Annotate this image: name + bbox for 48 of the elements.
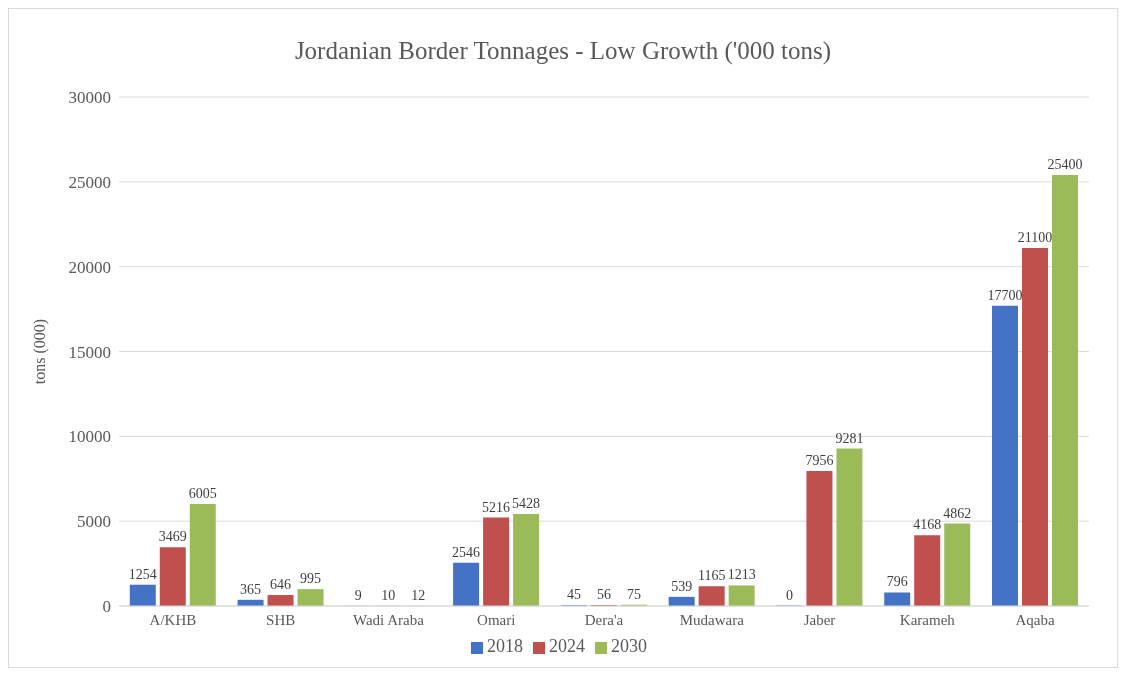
data-label: 9281 — [835, 430, 864, 446]
data-label: 539 — [671, 578, 693, 594]
x-tick-label: Karameh — [899, 611, 956, 628]
y-axis-title: tons (000) — [30, 318, 49, 385]
y-tick-label: 5000 — [77, 512, 111, 532]
data-label: 1165 — [697, 568, 726, 584]
data-label: 1213 — [727, 567, 756, 583]
data-label: 4862 — [943, 505, 972, 521]
data-label: 17700 — [987, 287, 1023, 303]
data-label: 5428 — [512, 495, 541, 511]
legend-label: 2018 — [487, 636, 523, 656]
x-tick-label: Mudawara — [679, 611, 745, 628]
data-label: 4168 — [913, 517, 942, 533]
data-label: 56 — [596, 587, 611, 603]
data-label: 25400 — [1047, 157, 1083, 173]
y-tick-label: 15000 — [68, 342, 111, 362]
x-tick-label: Jaber — [803, 611, 836, 628]
data-label: 796 — [886, 574, 908, 590]
x-tick-label: Dera'a — [584, 611, 624, 628]
y-tick-label: 30000 — [68, 88, 111, 108]
data-label: 45 — [566, 587, 581, 603]
data-label: 5216 — [482, 499, 511, 515]
data-label: 10 — [381, 587, 396, 603]
x-tick-label: Omari — [477, 611, 516, 628]
legend-label: 2030 — [611, 636, 647, 656]
x-tick-label: Wadi Araba — [353, 611, 425, 628]
y-tick-label: 20000 — [68, 257, 111, 277]
data-label: 365 — [240, 581, 262, 597]
data-label: 7956 — [805, 453, 834, 469]
data-label: 75 — [626, 586, 641, 602]
data-label: 995 — [300, 571, 322, 587]
x-tick-label: Aqaba — [1015, 611, 1056, 628]
data-label: 6005 — [188, 486, 217, 502]
x-tick-label: SHB — [266, 611, 296, 628]
legend-label: 2024 — [549, 636, 585, 656]
y-tick-label: 10000 — [68, 427, 111, 447]
y-tick-label: 0 — [102, 597, 111, 617]
data-label: 646 — [270, 577, 292, 593]
data-label: 1254 — [128, 566, 157, 582]
data-label: 2546 — [452, 544, 481, 560]
x-tick-label: A/KHB — [149, 611, 197, 628]
data-label: 3469 — [158, 529, 187, 545]
data-label: 0 — [785, 587, 793, 603]
y-tick-label: 25000 — [68, 172, 111, 192]
data-label: 21100 — [1017, 230, 1053, 245]
data-label: 9 — [354, 587, 362, 603]
chart-title: Jordanian Border Tonnages - Low Growth ('000 tons) — [293, 36, 833, 67]
data-label: 12 — [411, 587, 426, 603]
